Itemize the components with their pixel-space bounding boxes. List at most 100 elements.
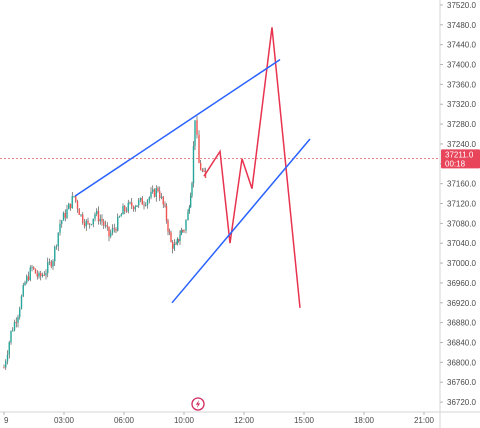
- candle-body: [22, 285, 24, 296]
- candle-body: [153, 189, 156, 197]
- candle-body: [173, 243, 176, 249]
- x-tick-label: 12:00: [234, 416, 255, 425]
- candle-body: [132, 206, 135, 210]
- candle-body: [55, 246, 58, 248]
- y-tick-label: 37040.0: [447, 239, 476, 248]
- y-tick-label: 37400.0: [447, 61, 476, 70]
- candle-body: [38, 273, 40, 277]
- candle-body: [31, 266, 33, 268]
- candle-body: [110, 232, 112, 237]
- x-tick-label: 9: [4, 416, 9, 425]
- candle-body: [47, 262, 49, 274]
- candle-body: [61, 220, 63, 224]
- candle-body: [125, 210, 128, 212]
- current-price-value: 37211.0: [445, 150, 474, 159]
- y-tick-label: 36800.0: [447, 358, 476, 367]
- candle-body: [59, 223, 61, 233]
- candle-body: [75, 196, 77, 202]
- candle-body: [199, 163, 202, 171]
- candle-body: [85, 220, 87, 227]
- y-tick-label: 37440.0: [447, 41, 476, 50]
- candle-body: [138, 200, 140, 206]
- candle-body: [68, 203, 70, 210]
- candle-body: [177, 238, 180, 242]
- candle-body: [179, 234, 181, 242]
- candle-body: [76, 201, 79, 209]
- candle-body: [64, 212, 66, 218]
- candle-body: [41, 274, 44, 277]
- plot-area[interactable]: [0, 27, 440, 370]
- y-tick-label: 37520.0: [447, 1, 476, 10]
- candle-body: [92, 218, 94, 225]
- candle-body: [165, 205, 168, 221]
- candle-body: [201, 170, 204, 172]
- lightning-icon-bolt: [195, 400, 201, 408]
- y-tick-label: 36760.0: [447, 378, 476, 387]
- candle-body: [181, 230, 184, 232]
- candle-body: [3, 367, 5, 369]
- y-tick-label: 36880.0: [447, 319, 476, 328]
- candle-body: [194, 120, 196, 146]
- y-tick-label: 37480.0: [447, 21, 476, 30]
- candle-body: [17, 316, 19, 323]
- y-tick-label: 37280.0: [447, 120, 476, 129]
- x-tick-label: 15:00: [294, 416, 315, 425]
- candle-body: [168, 231, 171, 233]
- candle-body: [89, 223, 91, 225]
- candle-body: [108, 226, 110, 237]
- candle-body: [8, 342, 10, 355]
- candle-body: [6, 354, 9, 362]
- candle-body: [145, 204, 147, 206]
- candle-body: [103, 221, 105, 226]
- candle-body: [198, 134, 200, 164]
- candle-body: [26, 276, 28, 283]
- y-tick-label: 36960.0: [447, 279, 476, 288]
- candle-body: [118, 216, 121, 218]
- candle-body: [136, 205, 138, 207]
- y-tick-label: 37120.0: [447, 200, 476, 209]
- candle-body: [57, 232, 59, 247]
- candle-body: [187, 211, 189, 221]
- candle-body: [139, 197, 142, 201]
- candle-body: [19, 308, 21, 317]
- candle-body: [175, 243, 177, 245]
- y-tick-label: 36840.0: [447, 339, 476, 348]
- candle-body: [12, 330, 14, 332]
- x-tick-label: 10:00: [174, 416, 195, 425]
- candle-body: [97, 210, 100, 222]
- y-tick-label: 36920.0: [447, 299, 476, 308]
- candle-body: [183, 230, 185, 232]
- candle-body: [52, 261, 54, 267]
- lower-trendline: [171, 138, 311, 304]
- candle-body: [43, 274, 45, 276]
- x-tick-label: 21:00: [414, 416, 435, 425]
- candle-body: [20, 295, 23, 309]
- candle-body: [94, 214, 96, 219]
- candle-body: [152, 189, 154, 192]
- candle-body: [73, 196, 75, 198]
- candle-body: [90, 224, 93, 226]
- candle-body: [180, 230, 183, 235]
- candle-body: [83, 222, 86, 227]
- candle-body: [71, 196, 73, 209]
- candle-body: [124, 205, 126, 211]
- y-tick-label: 37160.0: [447, 180, 476, 189]
- candle-body: [113, 228, 115, 230]
- candle-body: [99, 219, 101, 222]
- time-axis[interactable]: 9 03:00 06:00 10:00 12:00 15:00 18:00 21:00: [0, 411, 480, 425]
- candle-body: [29, 267, 31, 281]
- lightning-icon[interactable]: [191, 397, 205, 411]
- candle-body: [196, 120, 198, 135]
- price-axis[interactable]: 36720.0 36760.0 36800.0 36840.0 36880.0 36920…: [439, 0, 480, 428]
- candle-body: [160, 196, 163, 198]
- candle-body: [106, 225, 108, 227]
- candle-body: [87, 220, 89, 224]
- candle-body: [189, 195, 192, 208]
- upper-trendline: [74, 58, 281, 197]
- y-tick-label: 37360.0: [447, 80, 476, 89]
- candle-body: [111, 228, 114, 233]
- candle-body: [78, 208, 80, 215]
- candle-body: [148, 197, 150, 201]
- candle-body: [50, 261, 52, 267]
